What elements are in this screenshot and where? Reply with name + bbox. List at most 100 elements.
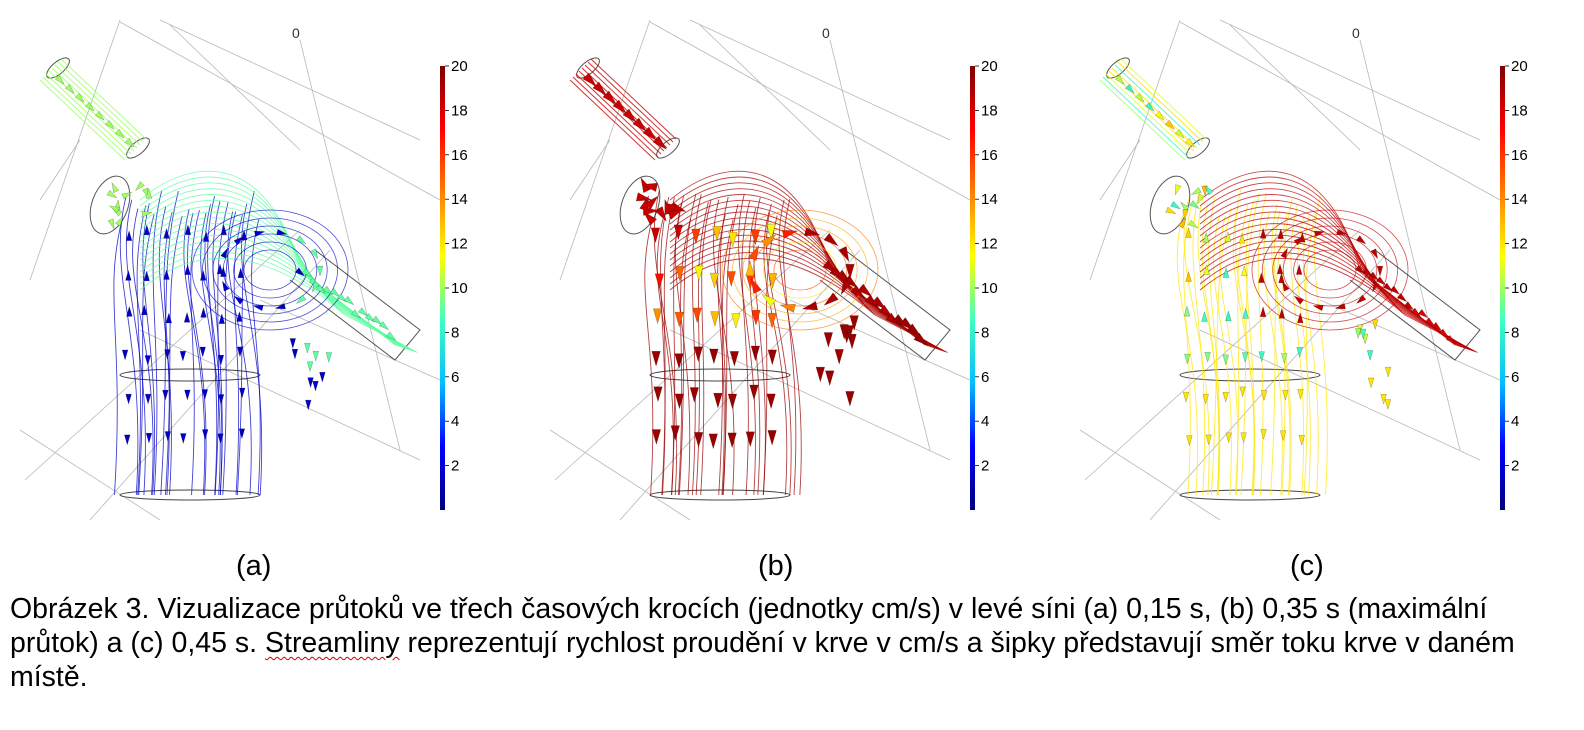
velocity-arrow — [1164, 119, 1175, 130]
velocity-arrow — [1222, 354, 1229, 366]
velocity-arrow — [749, 384, 759, 401]
grid-line — [699, 24, 831, 151]
streamline — [1245, 201, 1255, 496]
velocity-arrow — [815, 366, 825, 383]
velocity-arrow — [350, 309, 362, 319]
right-vein-outline — [819, 249, 951, 361]
velocity-arrow — [125, 393, 132, 405]
velocity-arrow — [675, 266, 685, 282]
streamline — [1120, 58, 1207, 140]
velocity-arrow — [781, 229, 799, 239]
figure-panel-b: 0 20 18 16 14 12 10 8 6 4 2 (b) — [530, 0, 1050, 582]
velocity-arrow — [145, 432, 153, 444]
streamline — [1199, 217, 1468, 350]
right-vein-outline — [289, 249, 421, 361]
grid-line — [569, 139, 611, 201]
velocity-arrow — [1375, 276, 1387, 286]
velocity-arrow — [143, 224, 151, 236]
velocity-arrow — [1225, 310, 1232, 322]
velocity-arrow — [1184, 137, 1195, 148]
grid-line — [159, 19, 421, 141]
axis-zero-label: 0 — [292, 25, 300, 41]
velocity-arrow — [1165, 206, 1177, 214]
colorbar-tick-label: 10 — [1511, 280, 1528, 297]
streamline — [1208, 196, 1220, 496]
streamline — [661, 197, 675, 496]
streamline — [1297, 216, 1311, 496]
grid-line — [169, 24, 301, 151]
velocity-arrow — [801, 301, 819, 311]
velocity-arrow — [750, 229, 761, 246]
velocity-arrow — [1134, 92, 1145, 103]
velocity-arrow — [236, 310, 243, 322]
colorbar-tick-label: 16 — [1511, 147, 1528, 164]
velocity-arrow — [111, 181, 120, 194]
velocity-arrow — [141, 304, 148, 316]
grid-line — [1149, 249, 1391, 521]
streamline — [669, 257, 948, 353]
streamline — [251, 219, 261, 496]
velocity-arrow — [1124, 83, 1135, 94]
velocity-arrow — [906, 323, 922, 338]
velocity-arrow — [1238, 232, 1246, 244]
velocity-arrow — [238, 387, 246, 399]
velocity-arrow — [1389, 285, 1401, 295]
velocity-arrow — [144, 393, 152, 405]
grid-line — [1079, 429, 1221, 521]
velocity-arrow — [1445, 334, 1457, 345]
streamline — [113, 217, 124, 496]
grid-line — [549, 429, 691, 521]
streamline — [60, 58, 147, 140]
velocity-arrow — [165, 312, 173, 324]
velocity-arrow — [654, 273, 665, 290]
velocity-arrow — [289, 338, 297, 350]
streamline — [152, 191, 163, 496]
velocity-arrow — [729, 351, 740, 368]
panel-label-a: (a) — [236, 550, 272, 582]
vein-ring-outline — [1186, 137, 1210, 159]
velocity-arrow — [1403, 301, 1415, 311]
streamline — [700, 199, 712, 496]
velocity-arrow — [635, 192, 653, 202]
velocity-arrow — [1177, 217, 1187, 229]
colorbar-tick-label: 18 — [1511, 102, 1528, 119]
streamline — [569, 79, 656, 161]
colorbar-tick-label: 4 — [981, 413, 989, 430]
velocity-arrow — [217, 394, 225, 406]
streamline — [1199, 223, 1469, 350]
colorbar-tick-label: 14 — [1511, 191, 1528, 208]
streamline — [1272, 225, 1388, 315]
velocity-arrow — [653, 386, 663, 403]
grid-line — [559, 19, 651, 281]
grid-line — [789, 299, 971, 381]
grid-line — [1199, 329, 1481, 461]
streamline — [731, 217, 868, 323]
streamline — [1270, 214, 1288, 496]
velocity-arrow — [857, 283, 873, 298]
velocity-arrow — [274, 303, 286, 310]
mitral-ring-outline — [1179, 489, 1321, 501]
velocity-arrow — [766, 224, 776, 241]
velocity-arrow — [670, 425, 680, 442]
velocity-arrow — [650, 227, 661, 244]
velocity-arrow — [84, 101, 95, 112]
velocity-arrow — [642, 206, 659, 216]
streamline — [590, 58, 677, 140]
streamline — [54, 64, 141, 146]
velocity-arrow — [761, 234, 777, 248]
velocity-arrows — [582, 72, 929, 450]
velocity-arrow — [163, 268, 170, 280]
velocity-arrow — [838, 245, 850, 263]
velocity-arrow — [1224, 230, 1232, 242]
atrium-ring-outline — [649, 368, 791, 382]
streamline — [158, 206, 172, 496]
velocity-arrow — [200, 306, 207, 318]
velocity-arrow — [1382, 282, 1394, 293]
velocity-arrow — [1186, 435, 1193, 447]
velocity-arrow — [1239, 386, 1246, 398]
velocity-arrow — [162, 389, 169, 401]
streamline — [187, 212, 207, 496]
figure-caption: Obrázek 3. Vizualizace průtoků ve třech … — [10, 592, 1580, 694]
velocity-arrow — [1355, 235, 1367, 245]
streamline — [1199, 246, 1475, 352]
